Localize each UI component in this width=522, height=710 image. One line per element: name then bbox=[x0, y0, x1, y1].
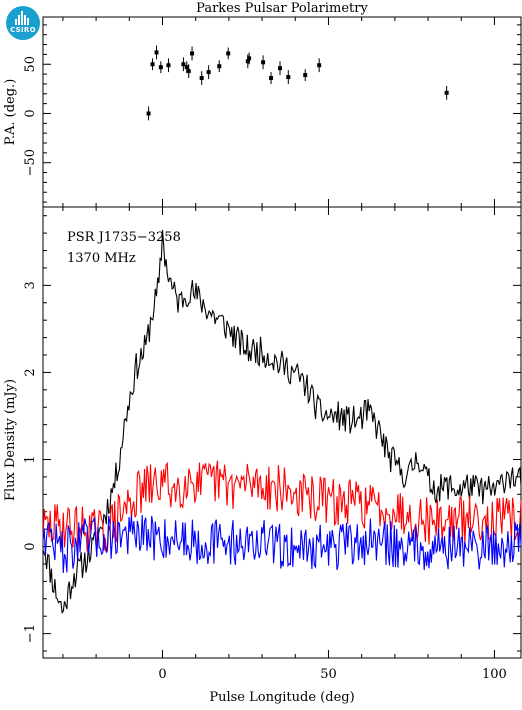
pa-data-point bbox=[245, 59, 250, 64]
flux-series-line-2 bbox=[42, 514, 522, 574]
pa-data-point bbox=[199, 76, 204, 81]
pa-data-point bbox=[261, 60, 266, 65]
flux-ylabel: Flux Density (mJy) bbox=[3, 379, 18, 501]
pa-data-point bbox=[190, 51, 195, 56]
flux-y-tick-label: 0 bbox=[23, 542, 38, 550]
pa-data-point bbox=[206, 70, 211, 75]
pa-data-point bbox=[166, 63, 171, 68]
pa-data-point bbox=[217, 64, 222, 69]
psr-name-annotation: PSR J1735−3258 bbox=[67, 230, 181, 245]
pa-panel-frame bbox=[42, 16, 522, 208]
pa-data-point bbox=[154, 50, 159, 55]
flux-panel-frame bbox=[42, 206, 522, 659]
pa-data-point bbox=[247, 56, 252, 61]
flux-y-tick-label: −1 bbox=[23, 624, 38, 643]
pa-y-tick-label: 0 bbox=[23, 109, 38, 117]
pa-data-point bbox=[150, 62, 155, 67]
pa-data-point bbox=[186, 69, 191, 74]
csiro-logo: CSIRO bbox=[6, 6, 40, 40]
pa-data-point bbox=[303, 73, 308, 78]
frequency-annotation: 1370 MHz bbox=[67, 251, 136, 266]
flux-series-line-1 bbox=[42, 460, 522, 553]
pa-data-point bbox=[286, 75, 291, 80]
x-tick-label: 100 bbox=[482, 667, 507, 682]
pa-ylabel: P.A. (deg.) bbox=[3, 79, 18, 146]
pa-data-point bbox=[317, 63, 322, 68]
figure-title: Parkes Pulsar Polarimetry bbox=[196, 1, 368, 16]
x-axis-label: Pulse Longitude (deg) bbox=[209, 690, 354, 705]
flux-y-tick-label: 1 bbox=[23, 455, 38, 463]
pa-data-point bbox=[269, 76, 274, 81]
flux-series-line-0 bbox=[42, 229, 522, 614]
pa-y-tick-label: 50 bbox=[23, 56, 38, 73]
flux-y-tick-label: 2 bbox=[23, 368, 38, 376]
x-tick-label: 0 bbox=[158, 667, 166, 682]
pa-data-point bbox=[278, 66, 283, 71]
flux-y-tick-label: 3 bbox=[23, 281, 38, 289]
pa-data-point bbox=[181, 62, 186, 67]
pa-data-point bbox=[184, 65, 189, 70]
flux-panel: Flux Density (mJy) Pulse Longitude (deg)… bbox=[3, 206, 522, 705]
logo-bars-icon bbox=[15, 11, 31, 25]
pa-data-point bbox=[226, 51, 231, 56]
x-tick-label: 50 bbox=[320, 667, 337, 682]
logo-text: CSIRO bbox=[10, 26, 36, 34]
pa-data-point bbox=[158, 65, 163, 70]
pa-data-point bbox=[444, 90, 449, 95]
pa-panel: P.A. (deg.) −50 0 50 bbox=[3, 16, 522, 208]
pa-data-point bbox=[146, 111, 151, 116]
pa-y-tick-label: −50 bbox=[23, 149, 38, 176]
